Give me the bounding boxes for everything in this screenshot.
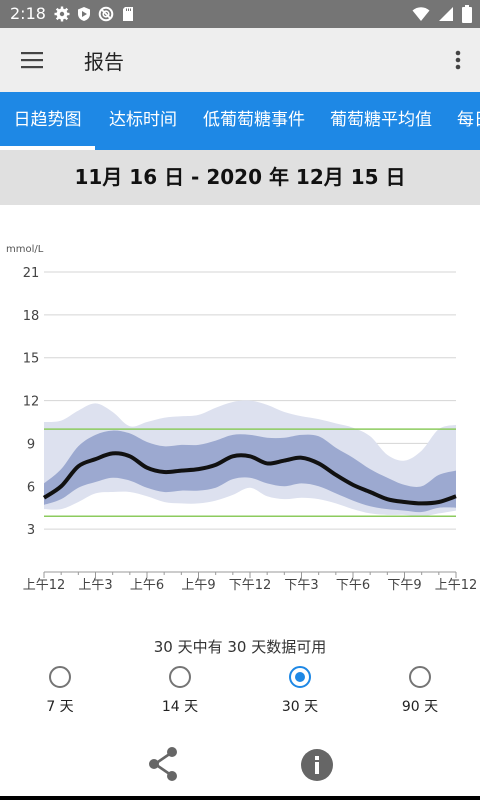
radio-7-days[interactable]: 7 天 [30, 662, 90, 718]
blocked-icon [98, 6, 114, 22]
app-bar: 报告 [0, 28, 480, 92]
sd-card-icon [120, 6, 136, 22]
radio-label: 90 天 [401, 699, 439, 715]
info-icon[interactable] [300, 748, 334, 782]
median-line [42, 451, 457, 506]
y-tick-label: 3 [27, 523, 35, 538]
y-tick-label: 9 [27, 437, 35, 452]
report-tabs: 日趋势图 达标时间 低葡萄糖事件 葡萄糖平均值 每日 [0, 92, 480, 150]
status-bar: 2:18 [0, 0, 480, 28]
wifi-icon [412, 6, 430, 26]
x-tick-label: 上午9 [181, 578, 215, 593]
tab-time-in-range[interactable]: 达标时间 [109, 92, 177, 150]
tab-label: 达标时间 [109, 110, 177, 130]
page-title: 报告 [84, 50, 124, 74]
chart-svg: mmol/L 21 18 15 12 9 6 3 上午12 上午3 上午6 上午9 下午12 下午3 下午6… [6, 244, 478, 593]
x-tick-label: 下午9 [387, 578, 421, 593]
active-tab-indicator [0, 146, 95, 150]
share-icon[interactable] [147, 746, 179, 782]
battery-icon [462, 5, 472, 27]
radio-circle[interactable] [409, 666, 431, 688]
radio-label: 7 天 [46, 699, 74, 715]
radio-14-days[interactable]: 14 天 [150, 662, 210, 718]
tab-label: 葡萄糖平均值 [330, 110, 432, 130]
bottom-actions [0, 740, 480, 790]
x-tick-label: 上午3 [78, 578, 112, 593]
tab-low-glucose-events[interactable]: 低葡萄糖事件 [203, 92, 305, 150]
x-tick-label: 上午6 [130, 578, 164, 593]
radio-30-days[interactable]: 30 天 [270, 662, 330, 718]
shield-icon [76, 6, 92, 22]
x-tick-label: 下午12 [229, 578, 272, 593]
hamburger-menu-icon[interactable] [20, 48, 46, 72]
y-tick-label: 21 [23, 266, 40, 281]
period-selector: 7 天 14 天 30 天 90 天 [0, 662, 480, 722]
radio-circle[interactable] [289, 666, 311, 688]
x-tick-label: 上午12 [23, 578, 66, 593]
radio-circle[interactable] [49, 666, 71, 688]
radio-circle[interactable] [169, 666, 191, 688]
tab-label: 日趋势图 [13, 110, 82, 130]
tab-daily-trend[interactable]: 日趋势图 [0, 92, 95, 150]
signal-icon [438, 6, 454, 26]
tab-label: 每日 [457, 110, 480, 130]
tab-label: 低葡萄糖事件 [203, 110, 305, 130]
date-range: 11月 16 日 - 2020 年 12月 15 日 [0, 150, 480, 205]
glucose-trend-chart: mmol/L 21 18 15 12 9 6 3 上午12 上午3 上午6 上午9 下午12 下午3 下午6… [0, 205, 480, 610]
radio-90-days[interactable]: 90 天 [390, 662, 450, 718]
y-tick-label: 12 [23, 395, 40, 410]
radio-label: 14 天 [161, 699, 199, 715]
p25-p75-band [44, 430, 456, 513]
x-tick-label: 下午3 [284, 578, 318, 593]
date-range-text: 11月 16 日 - 2020 年 12月 15 日 [74, 165, 406, 189]
y-tick-label: 15 [23, 352, 40, 367]
status-time: 2:18 [10, 4, 46, 23]
gear-icon [54, 6, 70, 22]
x-tick-label: 上午12 [435, 578, 478, 593]
radio-label: 30 天 [281, 699, 319, 715]
y-tick-label: 6 [27, 480, 35, 495]
system-nav-bar [0, 796, 480, 800]
y-axis-unit: mmol/L [6, 244, 44, 255]
tab-average-glucose[interactable]: 葡萄糖平均值 [330, 92, 432, 150]
x-tick-label: 下午6 [336, 578, 370, 593]
y-tick-label: 18 [23, 309, 40, 324]
more-vertical-icon[interactable] [452, 48, 464, 72]
data-availability: 30 天中有 30 天数据可用 [153, 638, 327, 656]
tab-daily[interactable]: 每日 [457, 92, 480, 150]
